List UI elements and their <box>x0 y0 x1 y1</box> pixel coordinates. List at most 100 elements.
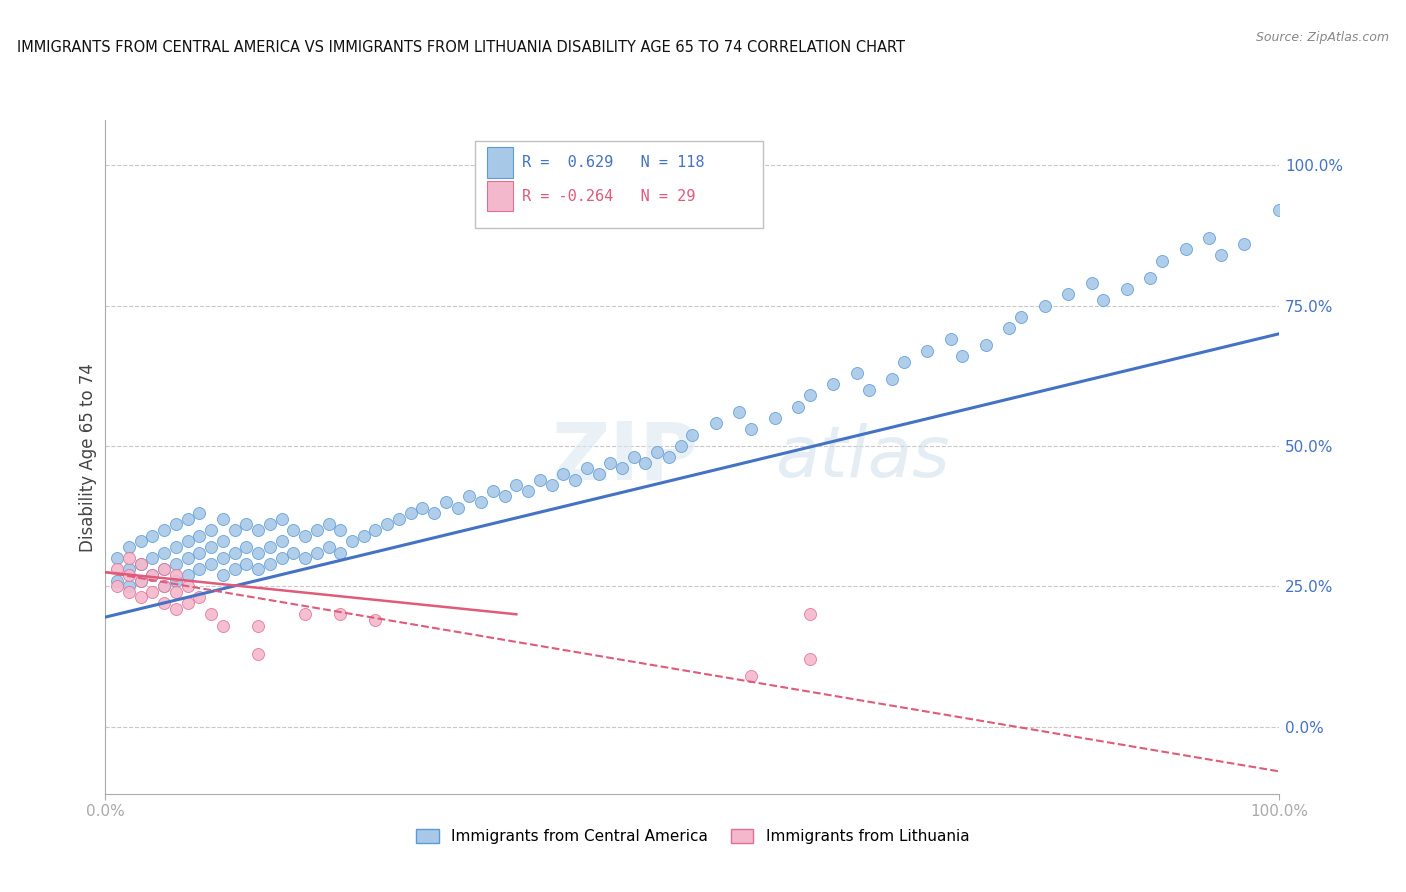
Point <box>165 574 187 588</box>
Point <box>141 568 163 582</box>
Point <box>247 562 270 576</box>
Point <box>224 523 246 537</box>
Point <box>211 534 233 549</box>
Point <box>540 478 562 492</box>
FancyBboxPatch shape <box>486 147 513 178</box>
Point <box>588 467 610 481</box>
Point <box>247 523 270 537</box>
Point <box>658 450 681 464</box>
Point <box>823 377 845 392</box>
Point <box>1150 253 1173 268</box>
Point <box>247 545 270 559</box>
Point <box>259 540 281 554</box>
Text: Source: ZipAtlas.com: Source: ZipAtlas.com <box>1256 31 1389 45</box>
Point <box>176 534 198 549</box>
Point <box>880 371 903 385</box>
Point <box>224 545 246 559</box>
Point <box>799 388 821 402</box>
Point <box>129 557 152 571</box>
Point <box>153 596 176 610</box>
Point <box>200 607 222 622</box>
Point <box>634 456 657 470</box>
Point <box>105 579 128 593</box>
Point <box>270 534 292 549</box>
Point <box>165 517 187 532</box>
Point <box>364 523 387 537</box>
Point <box>283 545 305 559</box>
Point <box>129 591 152 605</box>
Point <box>1233 236 1256 251</box>
Point <box>118 540 141 554</box>
Point <box>423 506 446 520</box>
Point <box>211 568 233 582</box>
Point <box>845 366 868 380</box>
Point <box>329 545 352 559</box>
Point <box>858 383 880 397</box>
Point <box>200 557 222 571</box>
Point <box>105 562 128 576</box>
Point <box>329 607 352 622</box>
Point <box>917 343 939 358</box>
Point <box>165 585 187 599</box>
Point <box>529 473 551 487</box>
Point <box>188 529 211 543</box>
FancyBboxPatch shape <box>475 141 763 228</box>
Point <box>1209 248 1232 262</box>
Point <box>623 450 645 464</box>
Point <box>740 669 762 683</box>
Point <box>553 467 575 481</box>
Point <box>599 456 621 470</box>
Point <box>1057 287 1080 301</box>
Point <box>200 540 222 554</box>
Point <box>1033 299 1056 313</box>
Point <box>211 618 233 632</box>
Point <box>318 517 340 532</box>
Point <box>118 585 141 599</box>
Point <box>294 607 316 622</box>
Point <box>799 607 821 622</box>
Point <box>200 523 222 537</box>
Text: R = -0.264   N = 29: R = -0.264 N = 29 <box>522 189 696 204</box>
Point <box>1268 203 1291 218</box>
Point <box>270 512 292 526</box>
Point <box>974 338 997 352</box>
Point <box>517 483 540 498</box>
Point <box>165 540 187 554</box>
Point <box>998 321 1021 335</box>
Point <box>235 540 257 554</box>
Point <box>129 557 152 571</box>
Point <box>1080 276 1102 290</box>
Point <box>610 461 633 475</box>
Point <box>799 652 821 666</box>
Point <box>1198 231 1220 245</box>
Point <box>458 490 481 504</box>
Point <box>411 500 433 515</box>
Point <box>1115 282 1137 296</box>
Point <box>939 332 962 346</box>
Point <box>294 529 316 543</box>
Point <box>176 568 198 582</box>
Point <box>247 618 270 632</box>
Point <box>728 405 751 419</box>
Point <box>188 562 211 576</box>
Point <box>165 568 187 582</box>
Point <box>259 557 281 571</box>
Point <box>153 579 176 593</box>
Point <box>952 349 974 363</box>
Point <box>153 545 176 559</box>
Point <box>153 523 176 537</box>
Point <box>1139 270 1161 285</box>
Point <box>118 562 141 576</box>
Point <box>704 417 727 431</box>
Point <box>211 512 233 526</box>
Point <box>141 568 163 582</box>
Point <box>340 534 363 549</box>
Text: ZIP: ZIP <box>551 418 699 496</box>
Point <box>129 534 152 549</box>
Point <box>141 585 163 599</box>
Point <box>129 574 152 588</box>
Point <box>188 545 211 559</box>
Text: IMMIGRANTS FROM CENTRAL AMERICA VS IMMIGRANTS FROM LITHUANIA DISABILITY AGE 65 T: IMMIGRANTS FROM CENTRAL AMERICA VS IMMIG… <box>17 40 905 55</box>
Legend: Immigrants from Central America, Immigrants from Lithuania: Immigrants from Central America, Immigra… <box>409 823 976 850</box>
Point <box>118 551 141 566</box>
